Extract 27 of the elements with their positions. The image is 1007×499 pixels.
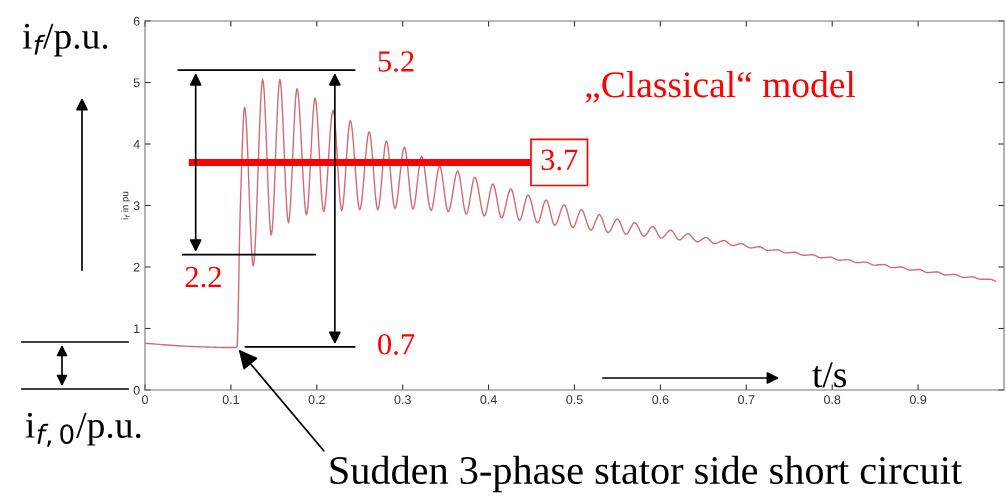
x-tick-label: 0.8 [824,395,841,405]
x-tick-label: 0.4 [480,395,497,405]
x-tick-label: 0.3 [394,395,411,405]
ref-line-label: 5.2 [378,51,414,72]
x-tick-label: 0.5 [566,395,583,405]
x-tick-label: 0.6 [652,395,669,405]
annotation: t/s [812,362,847,388]
x-tick-label: 0.1 [222,395,239,405]
y-tick-label: 3 [133,201,140,211]
text: i$_{f,0}$/p.u. [25,412,141,447]
x-tick-label: 0.9 [909,395,927,405]
y-tick-label: 5 [133,78,140,88]
annotation: „Classical“ model [585,71,856,103]
x-tick-label: 0.2 [308,395,325,405]
y-tick-label: 4 [133,139,140,149]
y-tick-label: 2 [133,262,140,272]
ref-line-label: 3.7 [541,149,578,171]
annotation: Sudden 3-phase stator side short circuit [330,455,962,493]
x-tick-label: 0.7 [738,395,755,405]
y-tick-label: 0 [133,385,140,395]
y-tick-label: 1 [134,324,140,334]
y-tick-label: 6 [133,16,140,26]
ref-line-label: 0.7 [378,333,415,355]
y-axis-title: i$_{f}$ in pu [121,191,131,220]
text: i$_{f}$/p.u. [22,23,108,57]
ref-line-label: 2.2 [185,266,221,288]
x-tick-label: 0 [142,395,148,405]
